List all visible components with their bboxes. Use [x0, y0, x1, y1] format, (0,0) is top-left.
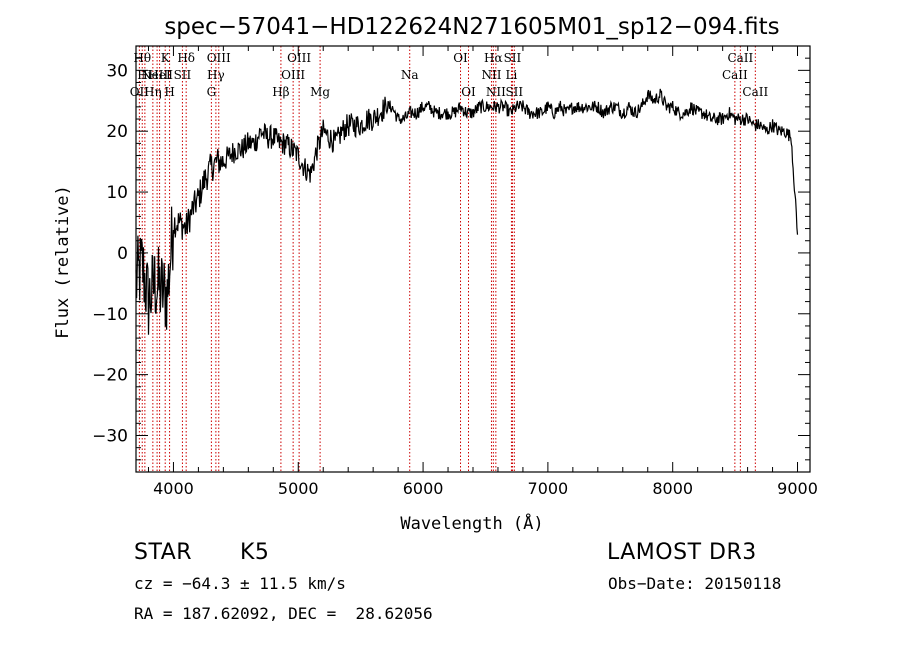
spectral-line-label: NII [481, 68, 501, 82]
spectral-line-label: CaII [722, 68, 748, 82]
coordinates: RA = 187.62092, DEC = 28.62056 [134, 604, 433, 623]
y-tick-label: −30 [92, 426, 128, 446]
survey-name: LAMOST DR3 [607, 540, 757, 565]
y-tick-label: 10 [106, 183, 128, 203]
spectral-line-label: CaII [727, 51, 753, 65]
spectral-line-label: NeIII [141, 68, 173, 82]
object-class: STAR [134, 540, 193, 565]
spectral-line-labels: OIIHθHιHηNeIIIHeIKHSIIHδGHγOIIIHβOIIIOII… [130, 51, 769, 99]
chart-title: spec−57041−HD122624N271605M01_sp12−094.f… [164, 14, 779, 40]
x-tick-label: 5000 [278, 479, 319, 498]
x-tick-label: 9000 [777, 479, 818, 498]
y-tick-label: −20 [92, 366, 128, 386]
spectral-line-label: Mg [310, 85, 330, 99]
y-axis: −30 −20 −10 0 10 20 30 [92, 45, 810, 461]
spectral-line-label: SII [504, 51, 522, 65]
object-subclass: K5 [240, 540, 270, 565]
spectral-line-label: OIII [207, 51, 231, 65]
spectral-line-label: Hθ [133, 51, 151, 65]
spectral-line-label: Hι [137, 68, 152, 82]
spectral-line-label: OI [453, 51, 468, 65]
x-tick-label: 6000 [403, 479, 444, 498]
spectral-line-label: OIII [281, 68, 305, 82]
spectral-line-label: K [161, 51, 171, 65]
x-tick-label: 7000 [528, 479, 569, 498]
redshift-cz: cz = −64.3 ± 11.5 km/s [134, 574, 346, 593]
spectral-line-label: OII [130, 85, 150, 99]
y-tick-label: −10 [92, 305, 128, 325]
spectral-line-label: G [207, 85, 217, 99]
spectral-line-label: H [164, 85, 174, 99]
spectral-line-label: SII [174, 68, 192, 82]
spectral-line-label: Li [506, 68, 518, 82]
spectral-line-label: Hβ [272, 85, 289, 99]
spectral-line-markers [138, 46, 756, 472]
y-tick-label: 0 [117, 244, 128, 264]
spectral-line-label: Hγ [207, 68, 225, 82]
spectral-line-label: Hδ [177, 51, 195, 65]
spectral-line-label: Na [401, 68, 419, 82]
y-tick-label: 30 [106, 61, 128, 81]
spectral-line-label: OIII [287, 51, 311, 65]
spectral-line-label: CaII [742, 85, 768, 99]
spectral-line-label: HeI [148, 68, 171, 82]
y-axis-label: Flux (relative) [53, 185, 73, 339]
spectral-line-label: Hα [484, 51, 503, 65]
spectral-line-label: NII [486, 85, 506, 99]
x-axis: 4000 5000 6000 7000 8000 9000 [147, 46, 818, 498]
x-tick-label: 4000 [153, 479, 194, 498]
spectral-line-label: SII [505, 85, 523, 99]
spectrum-series-line [135, 88, 799, 335]
x-axis-label: Wavelength (Å) [400, 512, 543, 534]
spectral-line-label: Hη [144, 85, 162, 99]
y-tick-label: 20 [106, 122, 128, 142]
spectral-line-label: OI [461, 85, 476, 99]
observation-date: Obs−Date: 20150118 [608, 574, 782, 593]
x-tick-label: 8000 [652, 479, 693, 498]
